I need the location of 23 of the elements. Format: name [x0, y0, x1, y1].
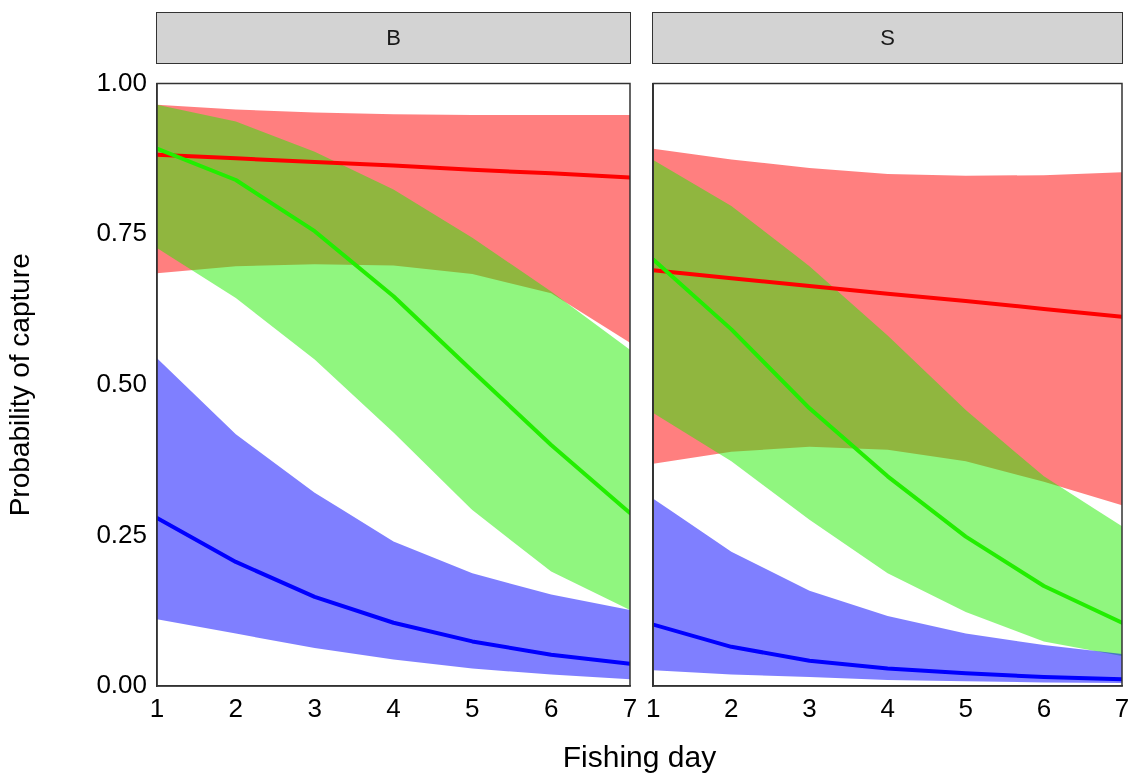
- x-axis-title: Fishing day: [561, 740, 718, 774]
- x-tick-label: 7: [1114, 692, 1130, 723]
- x-tick-label: 5: [465, 692, 480, 723]
- y-tick-label: 0.00: [96, 669, 147, 700]
- x-tick-label: 2: [724, 692, 739, 723]
- x-tick-label: 6: [543, 692, 559, 723]
- chart-title: B: [156, 12, 631, 64]
- y-tick-label: 0.75: [96, 217, 147, 248]
- y-axis-title: Probability of capture: [3, 253, 35, 517]
- x-tick-label: 1: [646, 692, 661, 723]
- x-tick-label: 1: [149, 692, 165, 723]
- x-tick-label: 7: [622, 692, 638, 723]
- y-tick-label: 0.50: [96, 367, 147, 398]
- y-tick-label: 1.00: [96, 66, 147, 97]
- y-tick-label: 0.25: [96, 518, 147, 549]
- x-tick-label: 4: [386, 692, 401, 723]
- x-tick-label: 3: [307, 692, 322, 723]
- chart-title: S: [652, 12, 1123, 64]
- x-tick-label: 3: [802, 692, 817, 723]
- x-tick-label: 4: [880, 692, 895, 723]
- x-tick-label: 6: [1036, 692, 1052, 723]
- x-tick-label: 2: [228, 692, 244, 723]
- x-tick-label: 5: [958, 692, 973, 723]
